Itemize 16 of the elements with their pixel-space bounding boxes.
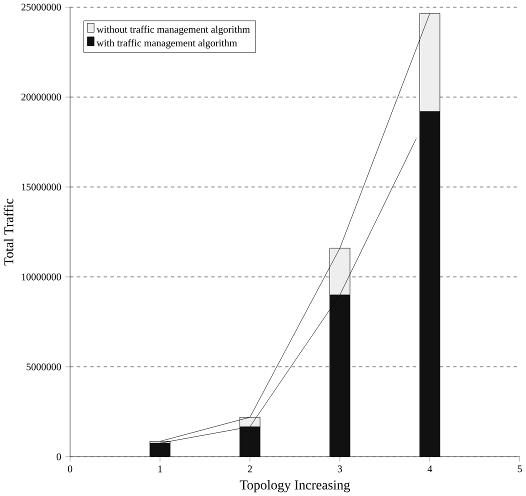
y-axis-title: Total Traffic: [4, 198, 14, 266]
x-tick-label: 1: [158, 466, 162, 472]
x-tick-label: 4: [427, 466, 432, 472]
y-tick-label: 5000000: [26, 363, 61, 370]
legend-label: without traffic management algorithm: [96, 26, 250, 35]
x-axis-title: Topology Increasing: [240, 480, 350, 492]
y-tick-label: 10000000: [22, 274, 61, 280]
y-tick-label: 25000000: [21, 4, 61, 11]
x-tick-label: 2: [248, 466, 252, 472]
y-tick-label: 15000000: [22, 184, 61, 190]
y-tick-label: 0: [56, 453, 61, 460]
x-tick-label: 0: [68, 466, 72, 472]
y-tick-label: 20000000: [21, 94, 61, 100]
x-tick-label: 3: [338, 466, 342, 472]
legend-label: with traffic management algorithm: [96, 39, 238, 48]
x-tick-label: 5: [518, 466, 522, 472]
